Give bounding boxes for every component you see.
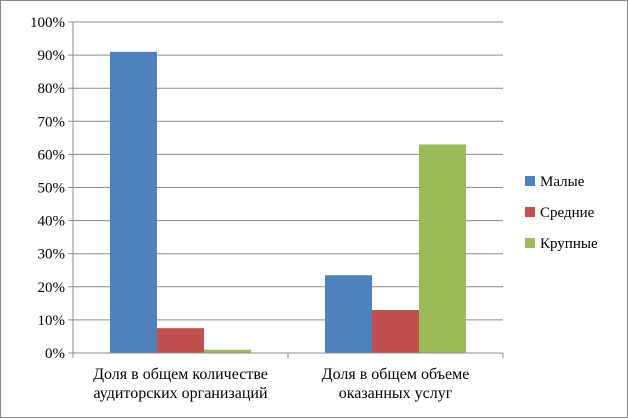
bar-Крупные-0 (204, 349, 251, 353)
bar-Малые-0 (110, 51, 157, 353)
legend-label-Средние: Средние (540, 205, 595, 221)
category-label: Доля в общем количестве аудиторских орган… (93, 366, 268, 402)
bar-Малые-1 (325, 275, 372, 353)
bar-Крупные-1 (419, 144, 466, 353)
y-tick-label: 40% (38, 214, 66, 230)
y-tick-label: 50% (38, 181, 66, 197)
category-label: Доля в общем объеме оказанных услуг (322, 366, 470, 402)
bar-Средние-0 (157, 328, 204, 353)
y-tick-label: 100% (30, 15, 65, 31)
y-tick-label: 0% (45, 346, 65, 362)
legend-label-Малые: Малые (540, 174, 585, 190)
bars (110, 51, 466, 353)
y-tick-label: 60% (38, 147, 66, 163)
y-tick-label: 20% (38, 280, 66, 296)
y-tick-label: 90% (38, 48, 66, 64)
legend-swatch-Средние (525, 207, 535, 217)
category-label-line: Доля в общем количестве (93, 366, 268, 383)
y-tick-label: 10% (38, 313, 66, 329)
category-label-line: аудиторских организаций (93, 385, 268, 402)
legend-swatch-Крупные (525, 238, 535, 248)
y-tick-label: 30% (38, 247, 66, 263)
y-tick-label: 80% (38, 81, 66, 97)
legend: Малые Средние Крупные (525, 174, 598, 252)
legend-swatch-Малые (525, 176, 535, 186)
y-tick-label: 70% (38, 114, 66, 130)
legend-label-Крупные: Крупные (540, 236, 598, 252)
category-labels: Доля в общем количестве аудиторских орган… (93, 366, 469, 402)
bar-Средние-1 (372, 309, 419, 353)
category-label-line: оказанных услуг (339, 385, 453, 402)
axes (68, 21, 504, 358)
category-label-line: Доля в общем объеме (322, 366, 470, 383)
y-axis-tick-labels: 0% 10% 20% 30% 40% 50% 60% 70% 80% 90% 100% (30, 15, 65, 362)
